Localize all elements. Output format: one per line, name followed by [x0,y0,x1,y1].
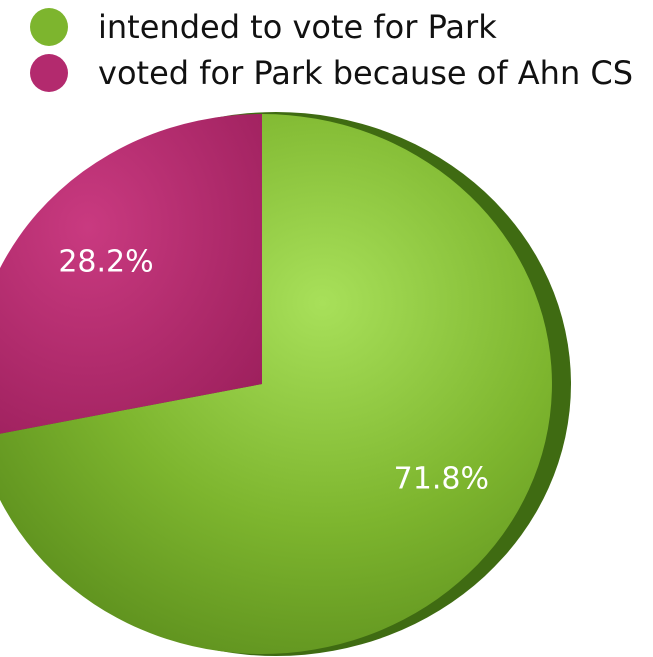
pie-slice-1 [0,114,552,654]
legend-swatch-magenta [30,54,68,92]
pie-slice-label-1: 71.8% [394,461,489,496]
legend-label-intended: intended to vote for Park [98,8,497,46]
pie-slice-label-2: 28.2% [58,245,153,280]
legend-label-ahn: voted for Park because of Ahn CS [98,54,634,92]
legend-swatch-green [30,8,68,46]
chart-legend: intended to vote for Park voted for Park… [30,4,633,96]
legend-item-ahn: voted for Park because of Ahn CS [30,50,633,96]
pie-slice-labels: 71.8% 28.2% [58,245,489,497]
pie-slice-2 [0,114,262,434]
legend-item-intended: intended to vote for Park [30,4,633,50]
pie-slices [0,114,552,654]
